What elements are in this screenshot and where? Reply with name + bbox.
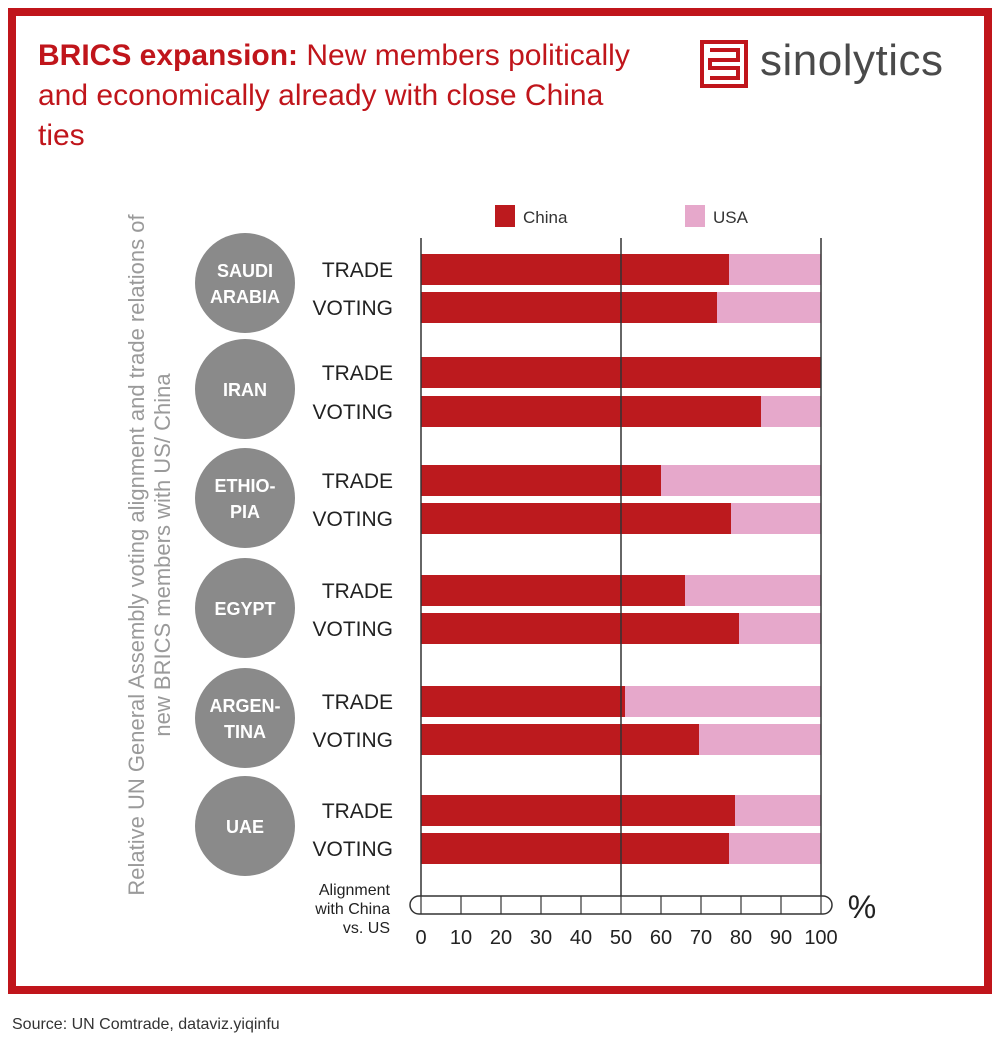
country-circle — [195, 448, 295, 548]
bar-category-label: TRADE — [322, 470, 393, 493]
x-tick-label: 20 — [490, 927, 512, 949]
bar-category-label: VOTING — [312, 508, 393, 531]
legend-label-china: China — [523, 208, 568, 227]
x-tick-label: 80 — [730, 927, 752, 949]
bar-china-uae-voting — [421, 833, 729, 864]
country-circle — [195, 233, 295, 333]
bar-category-label: TRADE — [322, 362, 393, 385]
country-circle — [195, 668, 295, 768]
x-tick-label: 30 — [530, 927, 552, 949]
x-tick-label: 40 — [570, 927, 592, 949]
title-bold: BRICS expansion: — [38, 39, 299, 72]
bar-category-label: TRADE — [322, 259, 393, 282]
country-label: ARGEN- — [210, 696, 281, 716]
country-label: ETHIO- — [215, 476, 276, 496]
bar-chart: China USA TRADE VOTING SAUDI ARABIA TRADE VOTIN… — [195, 205, 876, 949]
country-circle — [195, 558, 295, 658]
source-note: Source: UN Comtrade, dataviz.yiqinfu — [12, 1016, 280, 1033]
bar-category-label: TRADE — [322, 800, 393, 823]
country-label: ARABIA — [210, 287, 280, 307]
country-circle — [195, 339, 295, 439]
country-label: TINA — [224, 722, 266, 742]
bar-china-saudi-arabia-trade — [421, 254, 729, 285]
x-tick-label: 90 — [770, 927, 792, 949]
x-tick-label: 60 — [650, 927, 672, 949]
x-tick-label: 100 — [804, 927, 837, 949]
title-rest: New members politically and economically… — [38, 39, 630, 152]
country-label: UAE — [226, 817, 264, 837]
x-axis-label: with China — [314, 901, 390, 918]
bar-category-label: TRADE — [322, 580, 393, 603]
country-label: SAUDI — [217, 261, 273, 281]
x-tick-label: 50 — [610, 927, 632, 949]
x-axis-unit: % — [848, 889, 876, 925]
bar-china-argentina-trade — [421, 686, 625, 717]
bar-category-label: VOTING — [312, 838, 393, 861]
bar-category-label: VOTING — [312, 729, 393, 752]
bar-category-label: VOTING — [312, 297, 393, 320]
bar-china-iran-voting — [421, 396, 761, 427]
bar-china-egypt-voting — [421, 613, 739, 644]
bar-china-ethiopia-trade — [421, 465, 661, 496]
country-circle — [195, 776, 295, 876]
bar-category-label: VOTING — [312, 401, 393, 424]
bar-category-label: VOTING — [312, 618, 393, 641]
country-label: EGYPT — [214, 599, 275, 619]
country-label: PIA — [230, 502, 260, 522]
logo-text: sinolytics — [760, 36, 944, 85]
x-tick-label: 10 — [450, 927, 472, 949]
x-axis-label: vs. US — [343, 920, 390, 937]
chart-frame — [8, 8, 992, 994]
x-tick-label: 70 — [690, 927, 712, 949]
x-tick-label: 0 — [415, 927, 426, 949]
bar-china-saudi-arabia-voting — [421, 292, 717, 323]
bar-china-egypt-trade — [421, 575, 685, 606]
legend-label-usa: USA — [713, 208, 749, 227]
bar-china-uae-trade — [421, 795, 735, 826]
bar-category-label: TRADE — [322, 691, 393, 714]
chart-title: BRICS expansion: New members politically… — [38, 36, 638, 156]
legend-swatch-china — [495, 205, 515, 227]
country-label: IRAN — [223, 380, 267, 400]
sinolytics-logo-icon — [700, 40, 748, 88]
bar-china-argentina-voting — [421, 724, 699, 755]
legend-swatch-usa — [685, 205, 705, 227]
x-axis-label: Alignment — [319, 882, 391, 899]
bar-china-ethiopia-voting — [421, 503, 731, 534]
